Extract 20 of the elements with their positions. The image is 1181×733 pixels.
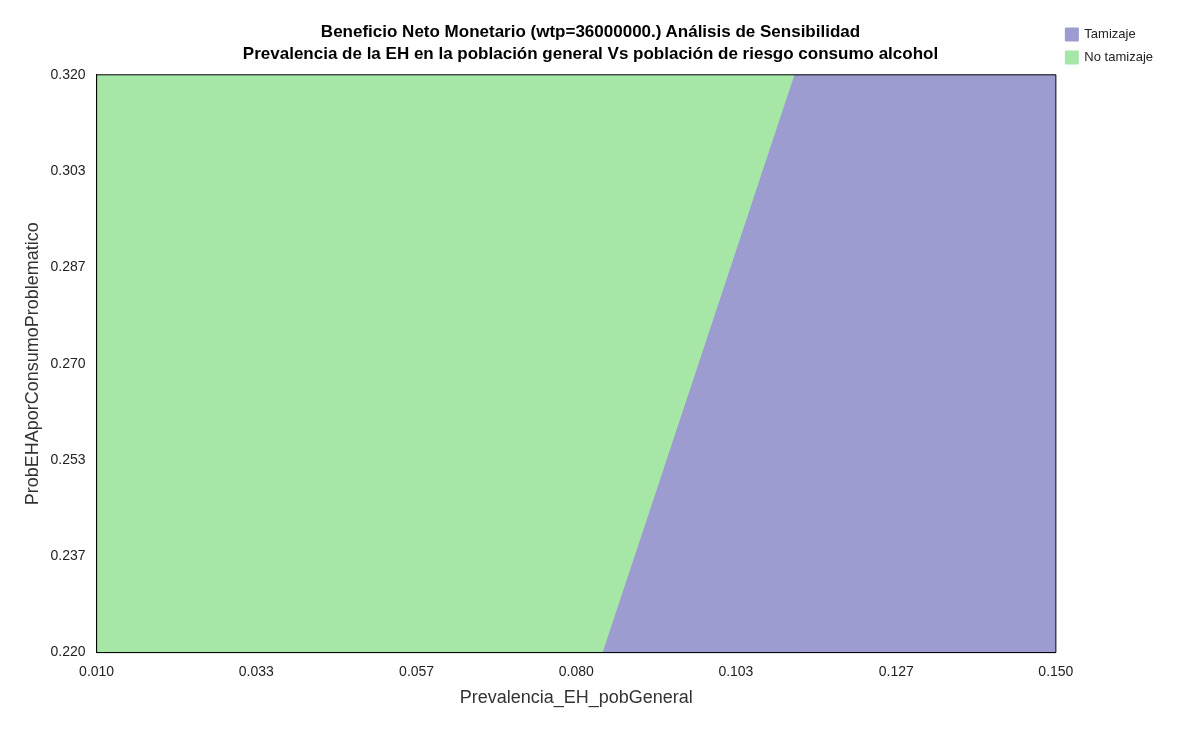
x-tick-label: 0.010	[79, 662, 115, 679]
x-axis-title: Prevalencia_EH_pobGeneral	[459, 687, 693, 709]
y-tick-label: 0.270	[50, 354, 86, 371]
x-tick-label: 0.127	[878, 662, 914, 679]
x-tick-label: 0.080	[558, 662, 594, 679]
y-tick-label: 0.320	[50, 65, 86, 82]
x-tick-label: 0.057	[399, 662, 435, 679]
chart-title: Beneficio Neto Monetario (wtp=36000000.) Análisis de Sensibilidad	[320, 21, 861, 41]
y-tick-label: 0.253	[50, 451, 86, 468]
y-axis-title: ProbEHAporConsumoProblematico	[21, 222, 42, 506]
y-tick-label: 0.220	[50, 643, 86, 660]
chart-subtitle: Prevalencia de la EH en la población general Vs población de riesgo consumo alcohol	[242, 44, 939, 64]
x-tick-label: 0.033	[238, 662, 274, 679]
y-tick-label: 0.287	[50, 258, 86, 275]
x-tick-label: 0.150	[1038, 662, 1074, 679]
legend-label: No tamizaje	[1084, 49, 1153, 65]
y-tick-label: 0.303	[50, 162, 86, 179]
x-tick-label: 0.103	[718, 662, 754, 679]
legend-label: Tamizaje	[1084, 26, 1136, 42]
y-tick-label: 0.237	[50, 546, 86, 563]
